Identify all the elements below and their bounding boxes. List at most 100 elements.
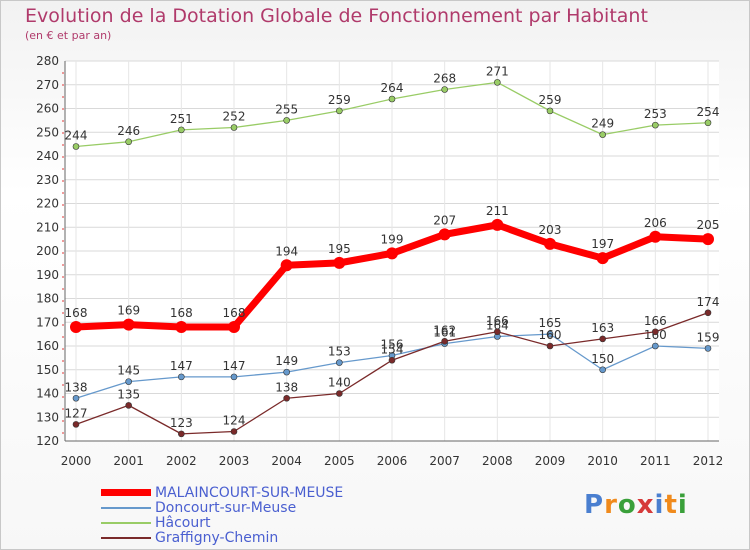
data-label: 255 (275, 102, 298, 116)
legend-label: Hâcourt (155, 514, 211, 531)
data-point (388, 95, 396, 103)
x-tick-label: 2003 (219, 454, 250, 468)
data-label: 244 (65, 129, 88, 143)
data-point (336, 107, 343, 115)
data-point (494, 328, 501, 336)
series-h-court: 244 246 251 252 255 259 264 268 271 259 249 253 254 (65, 64, 720, 150)
data-label: 140 (328, 376, 351, 390)
data-label: 271 (486, 64, 509, 78)
data-point (386, 247, 398, 260)
data-label: 161 (433, 326, 456, 340)
data-label: 147 (170, 359, 193, 373)
y-tick-label: 240 (36, 149, 59, 163)
y-tick-label: 250 (36, 125, 59, 139)
y-tick-label: 210 (36, 220, 59, 234)
data-point (178, 430, 185, 438)
legend-swatch (101, 489, 151, 496)
data-label: 164 (486, 319, 509, 333)
data-label: 254 (697, 105, 720, 119)
data-point (280, 259, 293, 272)
y-tick-label: 180 (36, 292, 59, 306)
data-label: 207 (433, 213, 456, 227)
data-label: 264 (381, 81, 404, 95)
data-label: 166 (486, 314, 509, 328)
data-label: 168 (170, 306, 193, 320)
data-point (704, 119, 712, 127)
data-label: 138 (65, 380, 88, 394)
data-point (599, 131, 606, 138)
data-point (178, 373, 185, 381)
series-malaincourt-sur-meuse: 168 169 168 168 194 195 199 207 211 203 197 206 205 (65, 204, 719, 333)
logo-letter: r (604, 490, 618, 520)
data-point (388, 356, 396, 364)
data-label: 194 (275, 244, 298, 258)
data-label: 149 (275, 354, 298, 368)
x-tick-label: 2007 (429, 454, 460, 468)
data-point (72, 421, 80, 428)
chart-subtitle: (en € et par an) (25, 29, 112, 42)
data-point (283, 117, 290, 124)
data-label: 165 (539, 316, 562, 330)
logo-letter: x (636, 490, 655, 520)
legend-swatch (101, 521, 151, 524)
y-tick-label: 120 (36, 434, 59, 448)
data-label: 168 (223, 306, 246, 320)
data-point (228, 321, 240, 333)
data-label: 174 (697, 295, 720, 309)
y-tick-label: 230 (36, 173, 59, 187)
x-tick-label: 2010 (587, 454, 618, 468)
x-tick-label: 2000 (61, 454, 92, 468)
y-tick-label: 190 (36, 268, 59, 282)
y-tick-label: 130 (36, 410, 59, 424)
data-label: 160 (539, 328, 562, 342)
y-tick-label: 260 (36, 102, 59, 116)
y-tick-label: 140 (36, 387, 59, 401)
legend-label: Doncourt-sur-Meuse (155, 499, 297, 516)
data-label: 249 (591, 117, 614, 131)
data-label: 153 (328, 345, 351, 359)
data-label: 150 (591, 352, 614, 366)
data-point (336, 390, 343, 397)
line-chart: 120 130 140 150 160 170 180 190 200 210 220 230 240 2… (36, 54, 724, 468)
legend-item: Graffigny-Chemin (101, 530, 343, 545)
data-point (230, 373, 238, 381)
data-label: 145 (117, 364, 140, 378)
data-label: 253 (644, 107, 667, 121)
logo-letter: i (677, 490, 688, 520)
x-tick-label: 2012 (693, 454, 724, 468)
data-point (125, 402, 132, 409)
data-point (544, 237, 556, 250)
data-point (175, 321, 188, 333)
y-tick-label: 270 (36, 78, 59, 92)
data-label: 166 (644, 314, 667, 328)
data-point (546, 342, 554, 350)
data-point (72, 394, 80, 402)
data-label: 252 (223, 110, 246, 124)
data-point (702, 233, 714, 246)
legend-swatch (101, 506, 151, 509)
y-tick-label: 150 (36, 363, 59, 377)
data-label: 197 (591, 237, 614, 251)
data-label: 162 (433, 323, 456, 337)
data-label: 163 (591, 321, 614, 335)
data-point (704, 345, 712, 352)
data-point (652, 121, 659, 129)
data-label: 203 (539, 223, 562, 237)
data-label: 135 (117, 387, 140, 401)
data-point (230, 428, 238, 435)
data-point (125, 378, 132, 385)
y-tick-label: 170 (36, 315, 59, 329)
legend-label: MALAINCOURT-SUR-MEUSE (155, 484, 344, 501)
data-point (441, 86, 448, 93)
legend: MALAINCOURT-SUR-MEUSE Doncourt-sur-Meuse H… (101, 485, 343, 545)
chart-title: Evolution de la Dotation Globale de Fonc… (25, 5, 648, 27)
x-tick-label: 2004 (271, 454, 302, 468)
data-point (70, 321, 82, 333)
y-tick-label: 160 (36, 339, 59, 353)
logo-letter: P (584, 490, 605, 520)
data-label: 169 (117, 304, 140, 318)
data-label: 168 (65, 306, 88, 320)
data-label: 147 (223, 359, 246, 373)
legend-swatch (101, 536, 151, 539)
